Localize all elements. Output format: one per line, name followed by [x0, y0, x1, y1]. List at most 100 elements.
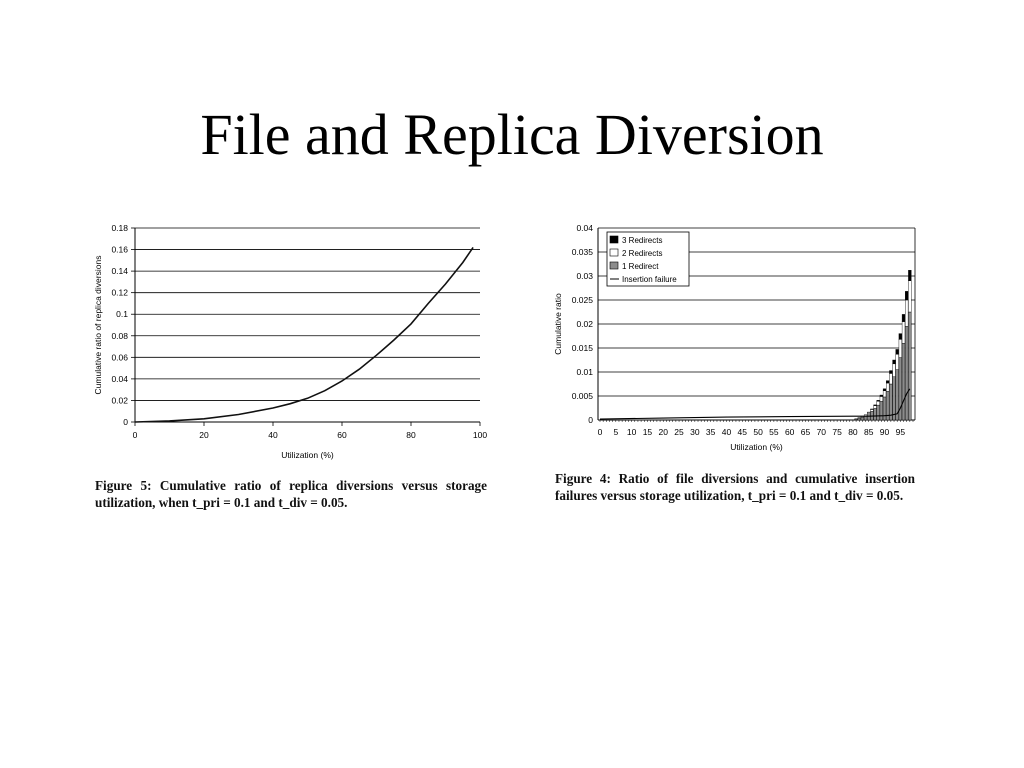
y-tick-label: 0.06 [111, 352, 128, 362]
legend-box [606, 231, 690, 287]
x-tick-label: 50 [753, 427, 763, 437]
bar-segment [879, 401, 884, 421]
legend-label: Insertion failure [622, 275, 677, 284]
legend-swatch [609, 235, 619, 244]
bar-segment [886, 382, 890, 392]
x-tick-label: 80 [406, 430, 416, 440]
y-tick-label: 0.14 [111, 266, 128, 276]
bar-segment [876, 401, 880, 406]
bar-segment [873, 404, 877, 406]
x-tick-label: 80 [848, 427, 858, 437]
bar-segment [882, 396, 887, 421]
bar-segment [905, 299, 909, 327]
y-tick-label: 0.12 [111, 288, 128, 298]
x-tick-label: 20 [658, 427, 668, 437]
bar-segment [873, 405, 877, 409]
y-tick-label: 0.015 [572, 343, 594, 353]
bar-segment [895, 354, 899, 370]
y-tick-label: 0.005 [572, 391, 594, 401]
legend-label: 2 Redirects [622, 249, 662, 258]
x-tick-label: 0 [133, 430, 138, 440]
series-line [134, 246, 474, 423]
bar-segment [905, 326, 909, 421]
x-axis-label: Utilization (%) [730, 442, 783, 452]
x-tick-label: 25 [674, 427, 684, 437]
bar-segment [898, 333, 902, 340]
x-tick-label: 60 [337, 430, 347, 440]
insertion-failure-line [599, 388, 911, 420]
x-tick-label: 15 [643, 427, 653, 437]
bar-segment [908, 280, 912, 313]
bar-segment [895, 349, 899, 355]
bar-segment [857, 417, 861, 421]
y-tick-label: 0.03 [576, 271, 593, 281]
y-tick-label: 0.04 [576, 223, 593, 233]
x-tick-label: 10 [627, 427, 637, 437]
x-tick-label: 85 [864, 427, 874, 437]
x-tick-label: 65 [801, 427, 811, 437]
bar-segment [908, 270, 912, 282]
bar-segment [901, 321, 906, 344]
bar-segment [870, 409, 874, 412]
y-tick-label: 0.025 [572, 295, 594, 305]
bar-segment [908, 311, 912, 421]
bar-segment [876, 400, 880, 402]
x-tick-label: 60 [785, 427, 795, 437]
bar-segment [905, 291, 909, 301]
bar-segment [882, 390, 887, 398]
bar-segment [873, 408, 877, 421]
y-tick-label: 0.02 [111, 395, 128, 405]
bar-segment [898, 339, 902, 358]
x-axis-label: Utilization (%) [281, 450, 334, 460]
x-tick-label: 20 [199, 430, 209, 440]
y-tick-label: 0 [588, 415, 593, 425]
x-tick-label: 70 [817, 427, 827, 437]
bar-segment [879, 396, 884, 402]
y-tick-label: 0.08 [111, 331, 128, 341]
y-tick-label: 0.1 [116, 309, 128, 319]
x-tick-label: 35 [706, 427, 716, 437]
bar-segment [863, 414, 868, 416]
y-tick-label: 0.035 [572, 247, 594, 257]
legend-label: 3 Redirects [622, 236, 662, 245]
y-axis-label: Cumulative ratio [553, 293, 563, 355]
bar-segment [892, 376, 896, 421]
x-tick-label: 30 [690, 427, 700, 437]
y-tick-label: 0.02 [576, 319, 593, 329]
bar-segment [889, 370, 893, 374]
x-tick-label: 95 [896, 427, 906, 437]
x-tick-label: 5 [613, 427, 618, 437]
legend-label: 1 Redirect [622, 262, 659, 271]
y-tick-label: 0.01 [576, 367, 593, 377]
bar-segment [882, 388, 887, 391]
legend-swatch [609, 248, 619, 257]
bar-segment [889, 373, 893, 385]
bar-segment [892, 363, 896, 377]
bar-segment [901, 314, 906, 322]
y-axis-label: Cumulative ratio of replica diversions [93, 256, 103, 395]
bar-segment [892, 359, 896, 365]
x-tick-label: 0 [598, 427, 603, 437]
x-tick-label: 40 [722, 427, 732, 437]
x-tick-label: 55 [769, 427, 779, 437]
legend-swatch [609, 261, 619, 270]
bar-segment [876, 404, 880, 421]
bar-segment [901, 342, 906, 421]
y-tick-label: 0.16 [111, 245, 128, 255]
x-tick-label: 90 [880, 427, 890, 437]
x-tick-label: 45 [738, 427, 748, 437]
x-tick-label: 75 [832, 427, 842, 437]
y-tick-label: 0.18 [111, 223, 128, 233]
slide-title: File and Replica Diversion [200, 102, 824, 167]
bar-segment [860, 416, 865, 421]
y-tick-label: 0.04 [111, 374, 128, 384]
figure-4-caption: Figure 4: Ratio of file diversions and c… [555, 471, 915, 503]
x-tick-label: 100 [473, 430, 487, 440]
bar-segment [886, 380, 890, 384]
x-tick-label: 40 [268, 430, 278, 440]
y-tick-label: 0 [123, 417, 128, 427]
figure-5-caption: Figure 5: Cumulative ratio of replica di… [95, 478, 487, 510]
replica-diversion-chart: 0 0.02 0.04 0.06 0.08 0.1 0.12 0.14 0.16 0.18 0 20 4… [93, 223, 487, 460]
bar-segment [867, 413, 871, 421]
